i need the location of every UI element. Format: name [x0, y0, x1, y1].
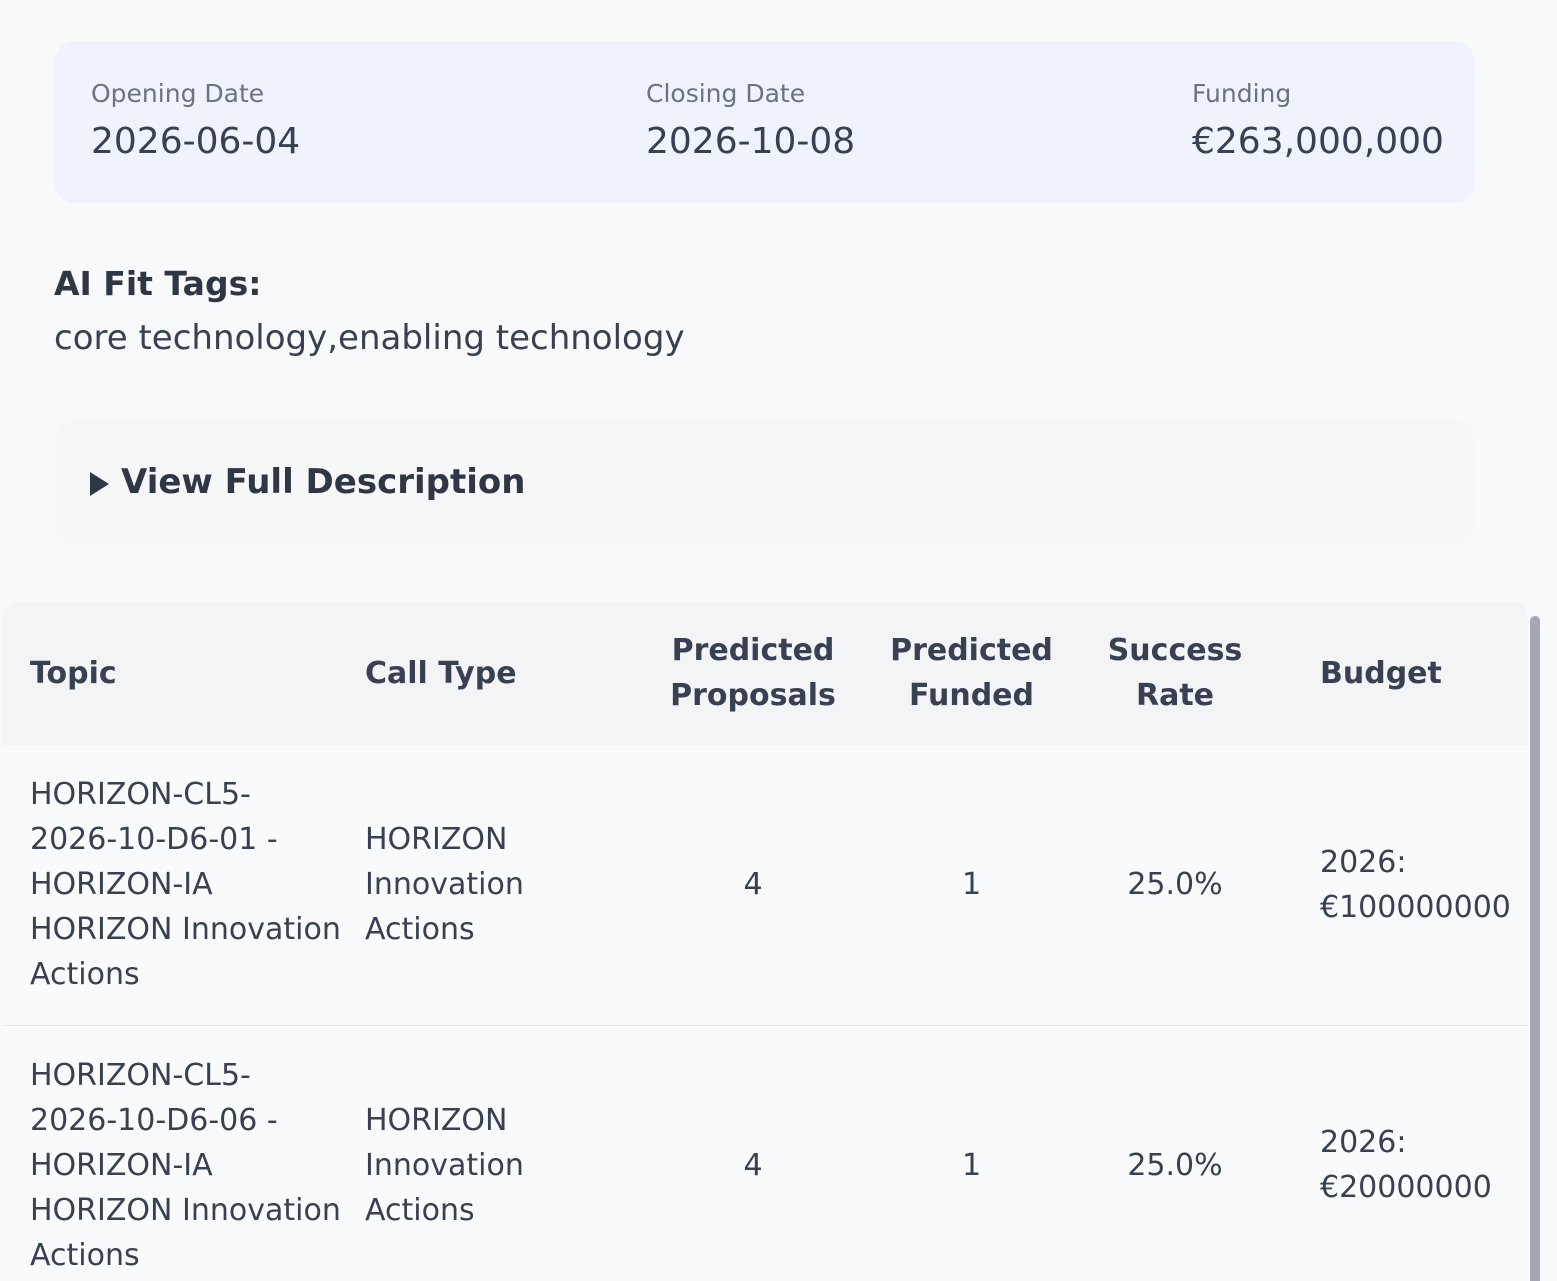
- cell-predicted-funded: 1: [961, 1147, 982, 1183]
- cell-success-rate: 25.0%: [1127, 1147, 1223, 1183]
- closing-date-label: Closing Date: [646, 79, 806, 108]
- header-predicted-proposals[interactable]: Predicted Proposals: [670, 633, 836, 713]
- call-info-card: Opening Date 2026-06-04 Closing Date 202…: [54, 41, 1475, 203]
- header-predicted-funded[interactable]: Predicted Funded: [890, 633, 1053, 713]
- funding-block: Funding €263,000,000: [1192, 79, 1444, 165]
- cell-success-rate: 25.0%: [1127, 867, 1223, 903]
- cell-topic: HORIZON-CL5- 2026-10-D6-06 - HORIZON-IA …: [30, 1057, 341, 1273]
- opening-date-value: 2026-06-04: [91, 121, 301, 162]
- ai-fit-tags-title: AI Fit Tags:: [54, 264, 262, 303]
- cell-predicted-proposals: 4: [743, 1147, 763, 1183]
- topics-table: Topic Call Type Predicted Proposals Pred…: [2, 601, 1528, 1281]
- closing-date-value: 2026-10-08: [646, 121, 856, 162]
- table-header-row: Topic Call Type Predicted Proposals Pred…: [2, 601, 1528, 745]
- cell-predicted-proposals: 4: [743, 867, 763, 903]
- topics-table-container: Topic Call Type Predicted Proposals Pred…: [2, 601, 1528, 1281]
- header-budget[interactable]: Budget: [1320, 655, 1442, 691]
- table-row: HORIZON-CL5- 2026-10-D6-06 - HORIZON-IA …: [2, 1025, 1528, 1281]
- header-call-type[interactable]: Call Type: [365, 655, 517, 691]
- header-topic[interactable]: Topic: [30, 655, 117, 691]
- header-success-rate[interactable]: Success Rate: [1107, 633, 1243, 713]
- closing-date-block: Closing Date 2026-10-08: [646, 79, 855, 165]
- funding-label: Funding: [1192, 79, 1292, 108]
- cell-budget: 2026: €100000000: [1320, 844, 1511, 925]
- table-row: HORIZON-CL5- 2026-10-D6-01 - HORIZON-IA …: [2, 745, 1528, 1025]
- cell-topic: HORIZON-CL5- 2026-10-D6-01 - HORIZON-IA …: [30, 777, 341, 993]
- cell-budget: 2026: €20000000: [1320, 1125, 1492, 1206]
- opening-date-label: Opening Date: [91, 79, 265, 108]
- view-full-description-label: View Full Description: [121, 462, 526, 502]
- full-description-expander[interactable]: View Full Description: [54, 420, 1475, 544]
- ai-fit-tags-value: core technology,enabling technology: [54, 318, 685, 358]
- table-scrollbar-thumb[interactable]: [1530, 616, 1540, 1281]
- cell-call-type: HORIZON Innovation Actions: [365, 822, 524, 948]
- cell-predicted-funded: 1: [961, 867, 982, 903]
- opening-date-block: Opening Date 2026-06-04: [91, 79, 300, 165]
- cell-call-type: HORIZON Innovation Actions: [365, 1102, 524, 1228]
- triangle-right-icon: [90, 472, 109, 496]
- funding-value: €263,000,000: [1192, 121, 1444, 162]
